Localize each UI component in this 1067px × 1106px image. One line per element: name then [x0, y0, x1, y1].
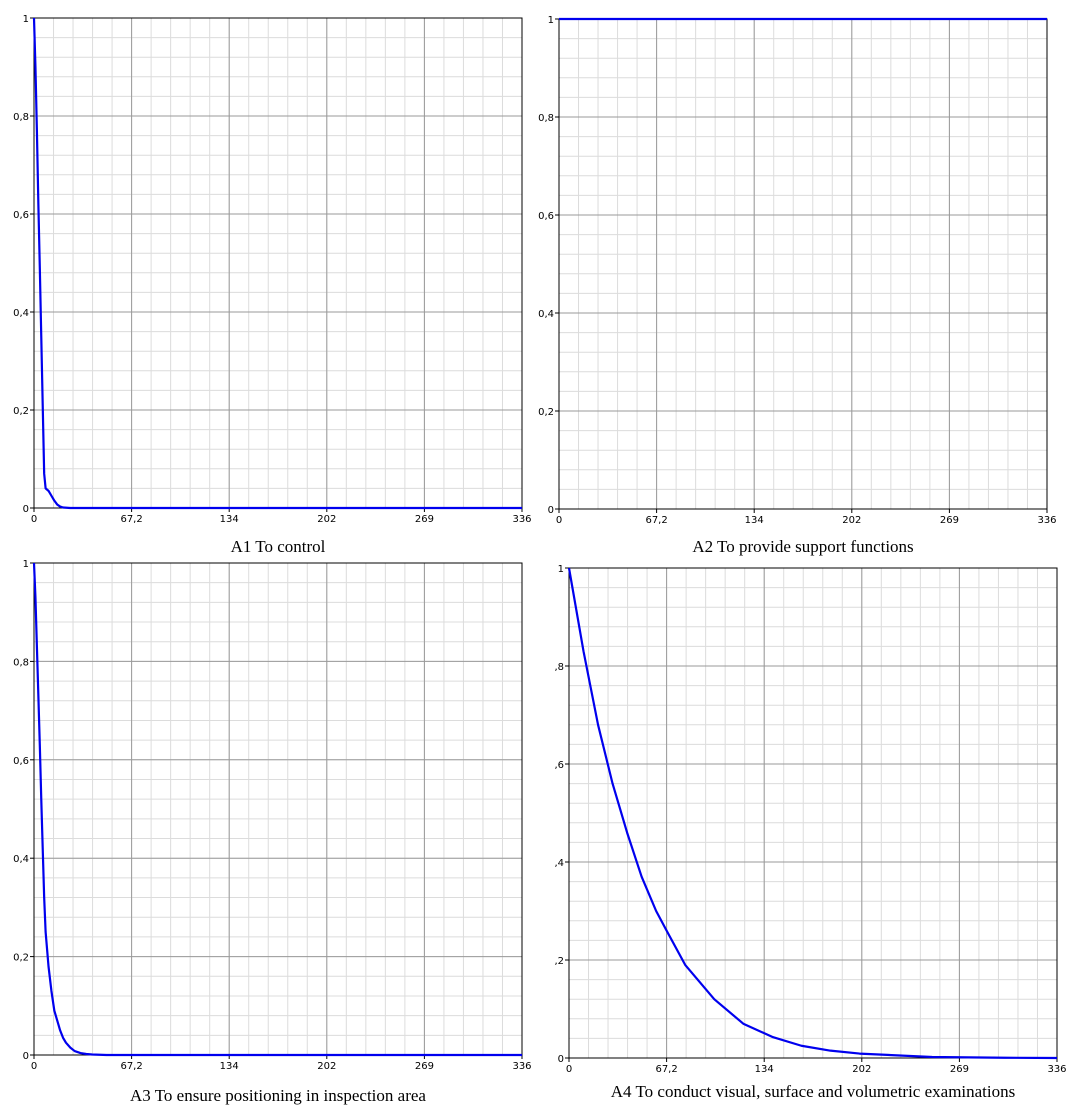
y-tick-label: 0,4: [13, 854, 29, 865]
x-tick-label: 336: [512, 514, 531, 525]
chart-1: 0 67,2 134 202 269 336 0 0,2 0,4 0,6 0,8 1 A1 To con…: [13, 14, 531, 556]
y-tick-label: 0,4: [538, 309, 554, 320]
y-tick-label: 0: [548, 505, 554, 516]
y-tick-label: 0,2: [13, 953, 29, 964]
x-tick-label: 0: [556, 515, 562, 526]
y-tick-label: 0: [23, 504, 29, 515]
x-tick-label: 67,2: [645, 515, 667, 526]
x-tick-label: 134: [220, 1061, 239, 1072]
chart-3: 0 67,2 134 202 269 336 0 0,2 0,4 0,6 0,8 1 A3 To ens…: [13, 559, 531, 1105]
plot-frame: [33, 562, 523, 1056]
chart-title: A2 To provide support functions: [692, 537, 913, 556]
plot-frame: [558, 18, 1048, 510]
y-tick-label: 0,6: [13, 756, 29, 767]
chart-2: 0 67,2 134 202 269 336 0 0,2 0,4 0,6 0,8 1 A2 To pro…: [538, 15, 1056, 556]
x-tick-label: 134: [220, 514, 239, 525]
x-tick-label: 269: [940, 515, 959, 526]
x-tick-label: 134: [755, 1064, 774, 1075]
y-tick-label: ,4: [554, 858, 564, 869]
x-tick-label: 67,2: [120, 514, 142, 525]
x-tick-label: 336: [1047, 1064, 1066, 1075]
x-tick-label: 202: [852, 1064, 871, 1075]
x-tick-label: 67,2: [120, 1061, 142, 1072]
y-tick-label: 0,2: [538, 407, 554, 418]
y-tick-label: 0,8: [13, 657, 29, 668]
plot-frame: [33, 17, 523, 509]
x-tick-label: 336: [512, 1061, 531, 1072]
x-tick-label: 202: [842, 515, 861, 526]
x-tick-label: 0: [31, 514, 37, 525]
y-tick-label: 0,8: [13, 112, 29, 123]
chart-title: A3 To ensure positioning in inspection a…: [130, 1086, 426, 1105]
series-line: [32, 17, 522, 510]
plot-frame: [568, 567, 1058, 1059]
chart-title: A1 To control: [231, 537, 326, 556]
chart-4: 0 67,2 134 202 269 336 0 ,2 ,4 ,6 ,8 1 A4 To conduct…: [554, 564, 1066, 1101]
x-tick-label: 269: [950, 1064, 969, 1075]
chart-title: A4 To conduct visual, surface and volume…: [611, 1082, 1016, 1101]
x-tick-label: 269: [415, 1061, 434, 1072]
x-tick-label: 67,2: [655, 1064, 677, 1075]
y-tick-label: ,2: [554, 956, 564, 967]
y-tick-label: 0,6: [13, 210, 29, 221]
y-tick-label: 1: [23, 14, 29, 25]
x-tick-label: 0: [566, 1064, 572, 1075]
x-tick-label: 134: [745, 515, 764, 526]
x-tick-label: 202: [317, 1061, 336, 1072]
series-line: [567, 567, 1058, 1060]
x-tick-label: 202: [317, 514, 336, 525]
y-tick-label: 0: [558, 1054, 564, 1065]
series-line: [32, 562, 522, 1057]
y-tick-label: 1: [558, 564, 564, 575]
y-tick-label: ,8: [554, 662, 564, 673]
y-tick-label: 0,6: [538, 211, 554, 222]
y-tick-label: 1: [548, 15, 554, 26]
x-tick-label: 336: [1037, 515, 1056, 526]
x-tick-label: 269: [415, 514, 434, 525]
y-tick-label: 0,2: [13, 406, 29, 417]
y-tick-label: 0,8: [538, 113, 554, 124]
y-tick-label: ,6: [554, 760, 564, 771]
x-tick-label: 0: [31, 1061, 37, 1072]
y-tick-label: 1: [23, 559, 29, 570]
y-tick-label: 0,4: [13, 308, 29, 319]
y-tick-label: 0: [23, 1051, 29, 1062]
